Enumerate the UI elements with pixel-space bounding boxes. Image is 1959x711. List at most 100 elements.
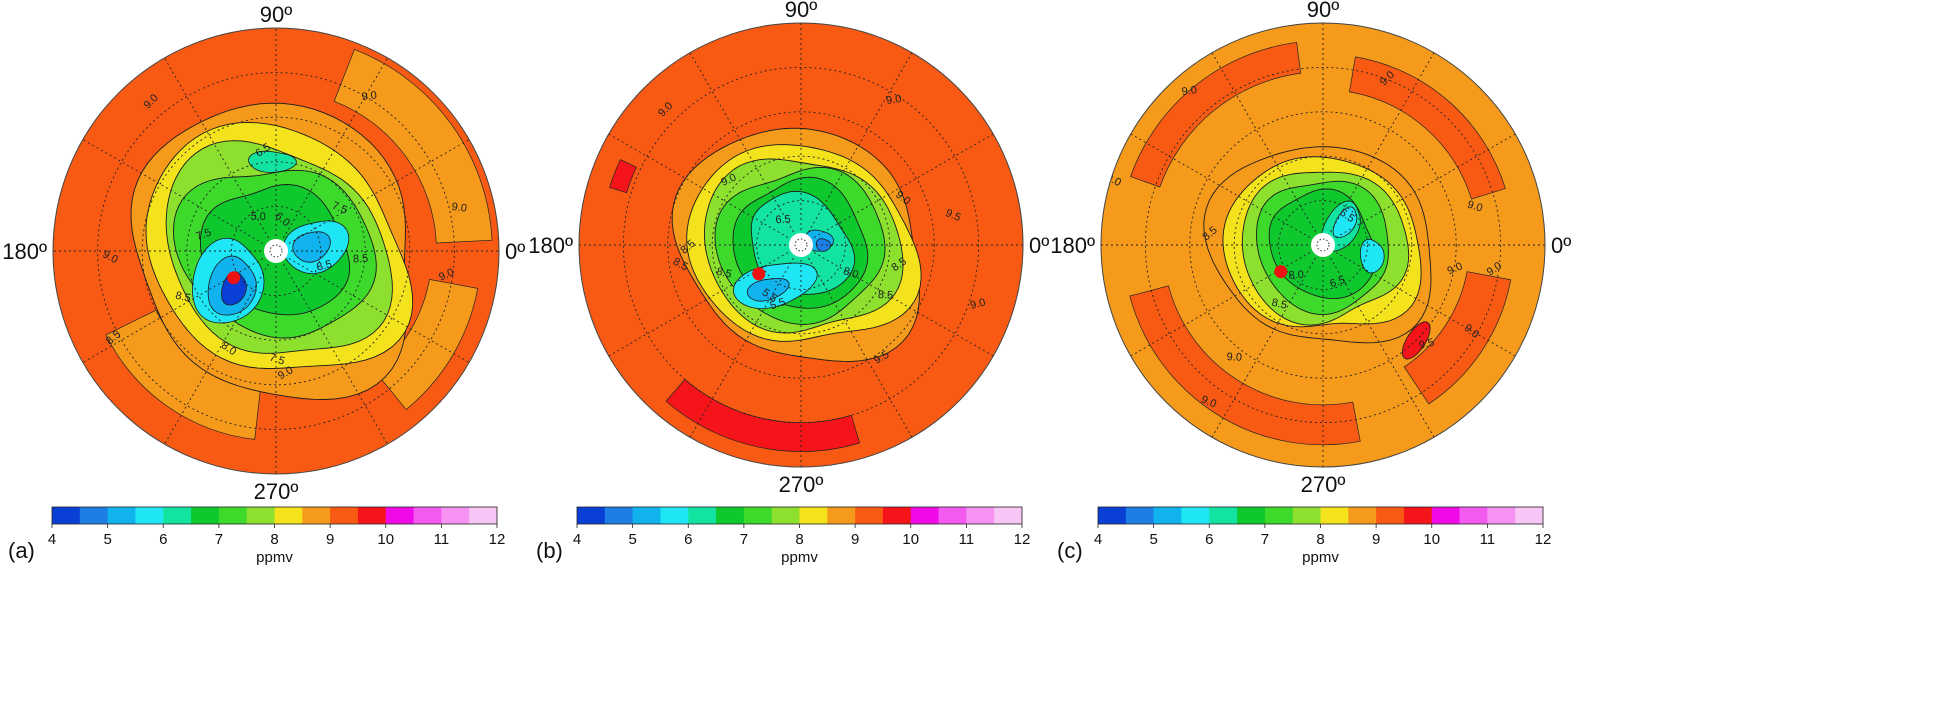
colorbar-tick-label: 4 (1094, 531, 1102, 548)
colorbar-tick-label: 12 (1014, 531, 1031, 548)
colorbar-swatch (1320, 507, 1349, 524)
colorbar-swatch (1237, 507, 1266, 524)
contour-label: 7.5 (330, 200, 349, 217)
colorbar-swatch (1487, 507, 1516, 524)
contour-label: 9.0 (437, 266, 456, 283)
angle-label-bottom: 270º (779, 472, 824, 497)
contour-label: 8.5 (1270, 297, 1288, 312)
pole-ring (1316, 238, 1330, 252)
polar-outline (52, 27, 500, 475)
polar-panel-b: 9.09.08.59.08.58.56.55.55.58.0 8.58.59.09… (528, 0, 1049, 497)
colorbar-swatch (966, 507, 995, 524)
grid-spoke (82, 139, 277, 252)
angle-label-top: 90º (1307, 0, 1340, 22)
colorbar-swatch (163, 507, 192, 524)
colorbar-swatch (1431, 507, 1461, 524)
colorbar-tick-label: 10 (902, 531, 919, 548)
contour-label: 5.0 (250, 211, 266, 224)
colorbar-tick-label: 10 (1423, 531, 1440, 548)
colorbar-tick-label: 12 (489, 531, 506, 548)
contour-label: 8.5 (353, 253, 369, 266)
colorbar-swatch (1264, 507, 1294, 524)
colorbar-tick-label: 9 (1372, 531, 1380, 548)
grid-spoke (689, 52, 802, 246)
grid-spoke (1322, 244, 1516, 357)
contour-label: 9.0 (885, 93, 902, 107)
field-layers: 9.0 9.09.09.08.58.58.58.07.57.56.55.0 6.08… (53, 28, 499, 474)
contour-label: 9.0 (1226, 351, 1242, 364)
contour-label: 9.0 (1199, 394, 1218, 411)
colorbar-b: 4 5 6 7 8 9 10 11 12 ppmv (b) (536, 506, 1031, 566)
colorbar-tick-label: 8 (270, 531, 278, 548)
colorbar-swatch (385, 507, 415, 524)
colorbar-a: 4 5 6 7 8 9 10 11 12 ppmv (a) (8, 506, 506, 566)
colorbar-tick-label: 10 (377, 531, 394, 548)
contour-label: 5.5 (769, 296, 787, 312)
contour-cell (1332, 206, 1358, 238)
colorbar-swatch (688, 507, 717, 524)
panel-label: (a) (8, 538, 35, 563)
grid-circle (230, 205, 322, 297)
grid-spoke (275, 57, 388, 252)
polar-outline (1100, 22, 1546, 468)
grid-spoke (82, 250, 277, 363)
grid-spoke (800, 244, 913, 438)
colorbar-tick-label: 4 (573, 531, 581, 548)
colorbar-swatch (218, 507, 248, 524)
colorbar-tick-label: 5 (628, 531, 636, 548)
grid-circle (667, 111, 935, 379)
colorbar-swatch (799, 507, 828, 524)
grid-spoke (608, 133, 802, 246)
angle-label-bottom: 270º (254, 479, 299, 504)
colorbar-tick-label: 8 (795, 531, 803, 548)
contour-label: 9.0 (1181, 84, 1198, 98)
colorbar-tick-label: 11 (434, 531, 450, 548)
grid-circle (1144, 66, 1502, 424)
colorbar-swatch (743, 507, 773, 524)
field-band (333, 48, 493, 244)
colorbar-swatch (577, 507, 606, 524)
field-layers: 9.09.09.09.08.58.58.06.56.59.09.09.09.09… (1101, 23, 1545, 467)
grid-circle (186, 161, 366, 341)
angle-label-left: 180º (1050, 233, 1095, 258)
colorbar-tick-label: 5 (1149, 531, 1157, 548)
colorbar-tick-label: 6 (1205, 531, 1213, 548)
colorbar-tick-label: 8 (1316, 531, 1324, 548)
colorbar-swatch (855, 507, 884, 524)
grid-spoke (1322, 133, 1516, 246)
field-band (1403, 271, 1512, 405)
grid-spoke (1130, 244, 1324, 357)
colorbar-swatch (191, 507, 220, 524)
angle-label-top: 90º (260, 2, 293, 27)
angle-label-right: 0º (505, 239, 525, 264)
colorbar-tick-label: 9 (851, 531, 859, 548)
colorbar-swatch (302, 507, 331, 524)
field-band (1130, 42, 1302, 188)
colorbar-unit: ppmv (1302, 549, 1339, 566)
pole-marker (264, 239, 288, 263)
contour-label: 9.0 (1466, 199, 1484, 215)
colorbar-swatch (604, 507, 634, 524)
colorbar-swatch (1376, 507, 1405, 524)
grid-circle (97, 72, 455, 430)
grid-spoke (608, 244, 802, 357)
grid-spoke (800, 52, 913, 246)
colorbar-tick-label: 7 (1261, 531, 1269, 548)
colorbar-swatch (469, 507, 498, 524)
colorbar-swatch (1292, 507, 1321, 524)
colorbar-swatch (1153, 507, 1182, 524)
contour-label: 7.5 (268, 352, 286, 368)
grid-spoke (1211, 52, 1324, 246)
grid-circle (141, 116, 411, 386)
pole-ring (794, 238, 808, 252)
grid-circle (1233, 155, 1413, 335)
angle-label-left: 180º (528, 233, 573, 258)
contour-label: 9.0 (361, 89, 378, 103)
contour-label: 9.0 (451, 201, 468, 215)
colorbar-swatch (827, 507, 856, 524)
grid-spoke (1322, 52, 1435, 246)
colorbar-swatch (882, 507, 912, 524)
colorbar-swatch (1209, 507, 1238, 524)
contour-label: 9.5 (1418, 337, 1436, 352)
colorbar-tick-label: 9 (326, 531, 334, 548)
